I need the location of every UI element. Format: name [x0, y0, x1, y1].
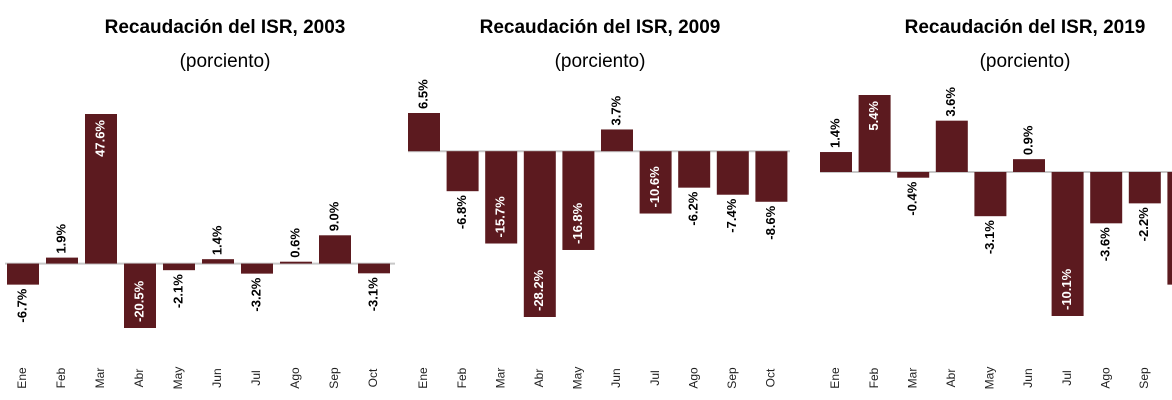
- bar: [280, 261, 312, 264]
- value-label: -2.2%: [1136, 207, 1151, 241]
- bar: [820, 152, 852, 172]
- bar: [319, 235, 351, 264]
- x-tick-label: Feb: [867, 367, 881, 388]
- bar: [1128, 171, 1161, 204]
- x-tick-label: Ago: [1098, 367, 1112, 389]
- x-tick-label: Feb: [455, 367, 469, 388]
- x-tick-label: Jun: [609, 368, 623, 387]
- x-tick-label: May: [983, 367, 997, 390]
- bar: [202, 259, 234, 264]
- chart-title: Recaudación del ISR, 2003: [105, 17, 346, 38]
- chart-subtitle: (porciento): [980, 51, 1071, 72]
- x-tick-label: Oct: [366, 368, 380, 387]
- bar: [678, 151, 711, 188]
- x-tick-label: Mar: [493, 368, 507, 389]
- chart-subtitle: (porciento): [180, 51, 271, 72]
- value-label: -28.2%: [531, 269, 546, 311]
- x-tick-label: Sep: [725, 367, 739, 389]
- value-label: -20.5%: [131, 280, 146, 322]
- bar: [7, 263, 39, 285]
- bar: [163, 263, 195, 271]
- bar: [85, 114, 117, 264]
- value-label: 5.4%: [866, 101, 881, 131]
- value-label: -6.7%: [14, 288, 29, 322]
- x-tick-label: Oct: [764, 368, 778, 387]
- bar: [639, 151, 672, 214]
- bar: [358, 263, 390, 274]
- bar: [601, 129, 633, 152]
- chart-subtitle: (porciento): [555, 51, 646, 72]
- value-label: -2.1%: [170, 274, 185, 308]
- value-label: 1.4%: [209, 225, 224, 255]
- bar: [562, 151, 595, 250]
- value-label: -10.1%: [1059, 268, 1074, 310]
- bar: [523, 151, 556, 317]
- value-label: 47.6%: [92, 120, 107, 157]
- bar: [485, 151, 518, 244]
- x-tick-label: Mar: [93, 368, 107, 389]
- bar: [1051, 171, 1084, 316]
- x-tick-label: Jun: [1021, 368, 1035, 387]
- value-label: -3.1%: [982, 220, 997, 254]
- x-tick-label: Jun: [210, 368, 224, 387]
- bar: [1090, 171, 1123, 224]
- x-tick-label: Abr: [944, 369, 958, 388]
- x-tick-label: Feb: [54, 367, 68, 388]
- x-tick-label: Ago: [288, 367, 302, 389]
- bar: [1013, 159, 1045, 172]
- x-tick-label: May: [571, 367, 585, 390]
- bar: [408, 113, 440, 152]
- value-label: -0.4%: [905, 181, 920, 215]
- value-label: -3.1%: [365, 277, 380, 311]
- value-label: -6.8%: [454, 195, 469, 229]
- value-label: -3.6%: [1098, 227, 1113, 261]
- x-tick-label: May: [171, 367, 185, 390]
- bar: [124, 263, 156, 328]
- value-label: 1.9%: [53, 224, 68, 254]
- bar: [858, 95, 891, 172]
- x-tick-label: Sep: [1137, 367, 1151, 389]
- x-tick-label: Mar: [905, 368, 919, 389]
- x-tick-label: Ene: [828, 367, 842, 389]
- value-label: 6.5%: [415, 79, 430, 109]
- chart-title: Recaudación del ISR, 2009: [480, 17, 721, 38]
- value-label: -15.7%: [493, 196, 508, 238]
- x-tick-label: Abr: [532, 369, 546, 388]
- x-tick-label: Ene: [416, 367, 430, 389]
- value-label: -7.4%: [724, 198, 739, 232]
- x-tick-label: Ene: [15, 367, 29, 389]
- value-label: -10.6%: [647, 166, 662, 208]
- value-label: 3.7%: [608, 95, 623, 125]
- chart-title: Recaudación del ISR, 2019: [905, 17, 1146, 38]
- bar: [974, 171, 1007, 217]
- bar: [935, 120, 968, 172]
- bar: [241, 263, 273, 274]
- bar: [755, 151, 788, 202]
- x-tick-label: Jul: [1060, 370, 1074, 385]
- x-tick-label: Ago: [686, 367, 700, 389]
- value-label: -8.6%: [763, 205, 778, 239]
- x-tick-label: Jul: [648, 370, 662, 385]
- value-label: -3.2%: [248, 277, 263, 311]
- x-tick-label: Sep: [327, 367, 341, 389]
- value-label: 0.9%: [1020, 125, 1035, 155]
- bar: [897, 171, 930, 178]
- x-tick-label: Abr: [132, 369, 146, 388]
- bar: [716, 151, 749, 195]
- bar: [1167, 171, 1172, 285]
- value-label: 3.6%: [943, 87, 958, 117]
- value-label: -6.2%: [686, 191, 701, 225]
- value-label: -16.8%: [570, 202, 585, 244]
- x-tick-label: Jul: [249, 370, 263, 385]
- bar: [46, 257, 78, 264]
- bar: [446, 151, 479, 192]
- value-label: 9.0%: [326, 201, 341, 231]
- value-label: 0.6%: [287, 228, 302, 258]
- value-label: 1.4%: [827, 118, 842, 148]
